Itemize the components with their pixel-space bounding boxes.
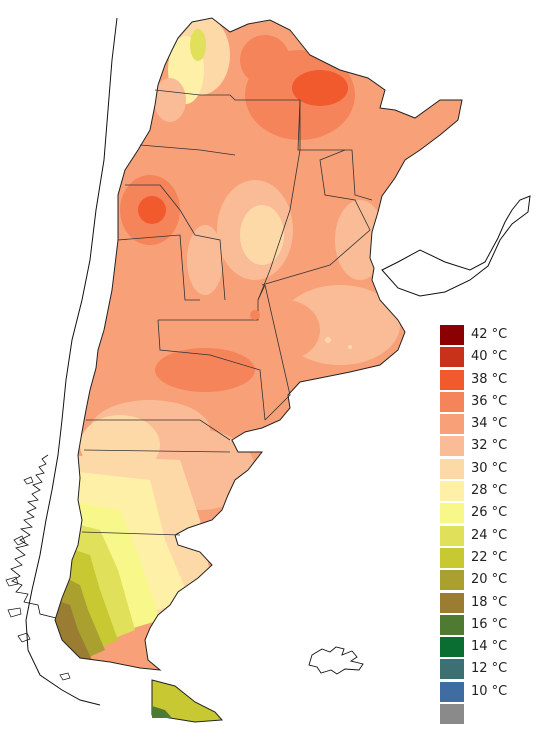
legend-swatch: [440, 503, 464, 524]
legend-swatch: [440, 369, 464, 390]
legend-swatch: [440, 525, 464, 546]
legend-label: 36 °C: [471, 393, 508, 409]
legend-item: 38 °C: [440, 369, 530, 391]
legend-label: 20 °C: [471, 572, 508, 588]
legend-swatch: [440, 704, 464, 725]
legend-swatch: [440, 391, 464, 412]
legend-swatch: [440, 592, 464, 613]
legend-swatch: [440, 458, 464, 479]
legend-swatch: [440, 436, 464, 457]
legend-swatch: [440, 347, 464, 368]
legend-label: 18 °C: [471, 594, 508, 610]
legend-item: 24 °C: [440, 525, 530, 547]
legend-item: 18 °C: [440, 592, 530, 614]
legend-item: 14 °C: [440, 636, 530, 658]
legend-swatch: [440, 570, 464, 591]
legend-item: 12 °C: [440, 658, 530, 680]
legend-label: 32 °C: [471, 438, 508, 454]
legend-item: 20 °C: [440, 569, 530, 591]
legend-swatch: [440, 614, 464, 635]
legend-label: 38 °C: [471, 371, 508, 387]
legend-item: 36 °C: [440, 391, 530, 413]
legend-swatch: [440, 547, 464, 568]
legend-swatch: [440, 681, 464, 702]
legend-item: 40 °C: [440, 346, 530, 368]
legend-label: 22 °C: [471, 549, 508, 565]
legend-item: 16 °C: [440, 614, 530, 636]
legend-label: 24 °C: [471, 527, 508, 543]
legend-item: 28 °C: [440, 480, 530, 502]
legend-item: [440, 703, 530, 725]
legend-item: 22 °C: [440, 547, 530, 569]
legend-swatch: [440, 325, 464, 345]
chile-coast-fjords: [10, 454, 67, 625]
tierra-del-fuego-south-tip: [152, 706, 172, 718]
legend-label: 30 °C: [471, 460, 508, 476]
legend-item: 30 °C: [440, 458, 530, 480]
legend-item: 34 °C: [440, 413, 530, 435]
legend-swatch: [440, 659, 464, 680]
legend-label: 12 °C: [471, 661, 508, 677]
uruguay-outline: [381, 195, 531, 297]
legend-item: 32 °C: [440, 435, 530, 457]
legend-swatch: [440, 414, 464, 435]
islas-malvinas: [308, 646, 364, 675]
legend-label: 14 °C: [471, 639, 508, 655]
legend-label: 42 °C: [471, 327, 508, 342]
legend-label: 34 °C: [471, 416, 508, 432]
legend-item: 42 °C: [440, 324, 530, 346]
legend-item: 10 °C: [440, 681, 530, 703]
legend-label: 16 °C: [471, 616, 508, 632]
chile-coast-islands: [5, 476, 71, 681]
legend-label: 40 °C: [471, 349, 508, 365]
legend-label: 28 °C: [471, 483, 508, 499]
temperature-legend: 42 °C 40 °C 38 °C 36 °C 34 °C 32 °C 30 °…: [440, 324, 530, 725]
province-boundaries: [81, 89, 373, 536]
legend-swatch: [440, 637, 464, 658]
legend-label: 26 °C: [471, 505, 508, 521]
chile-border-line: [25, 17, 118, 706]
legend-item: 26 °C: [440, 502, 530, 524]
legend-swatch: [440, 481, 464, 502]
legend-label: 10 °C: [471, 683, 508, 699]
